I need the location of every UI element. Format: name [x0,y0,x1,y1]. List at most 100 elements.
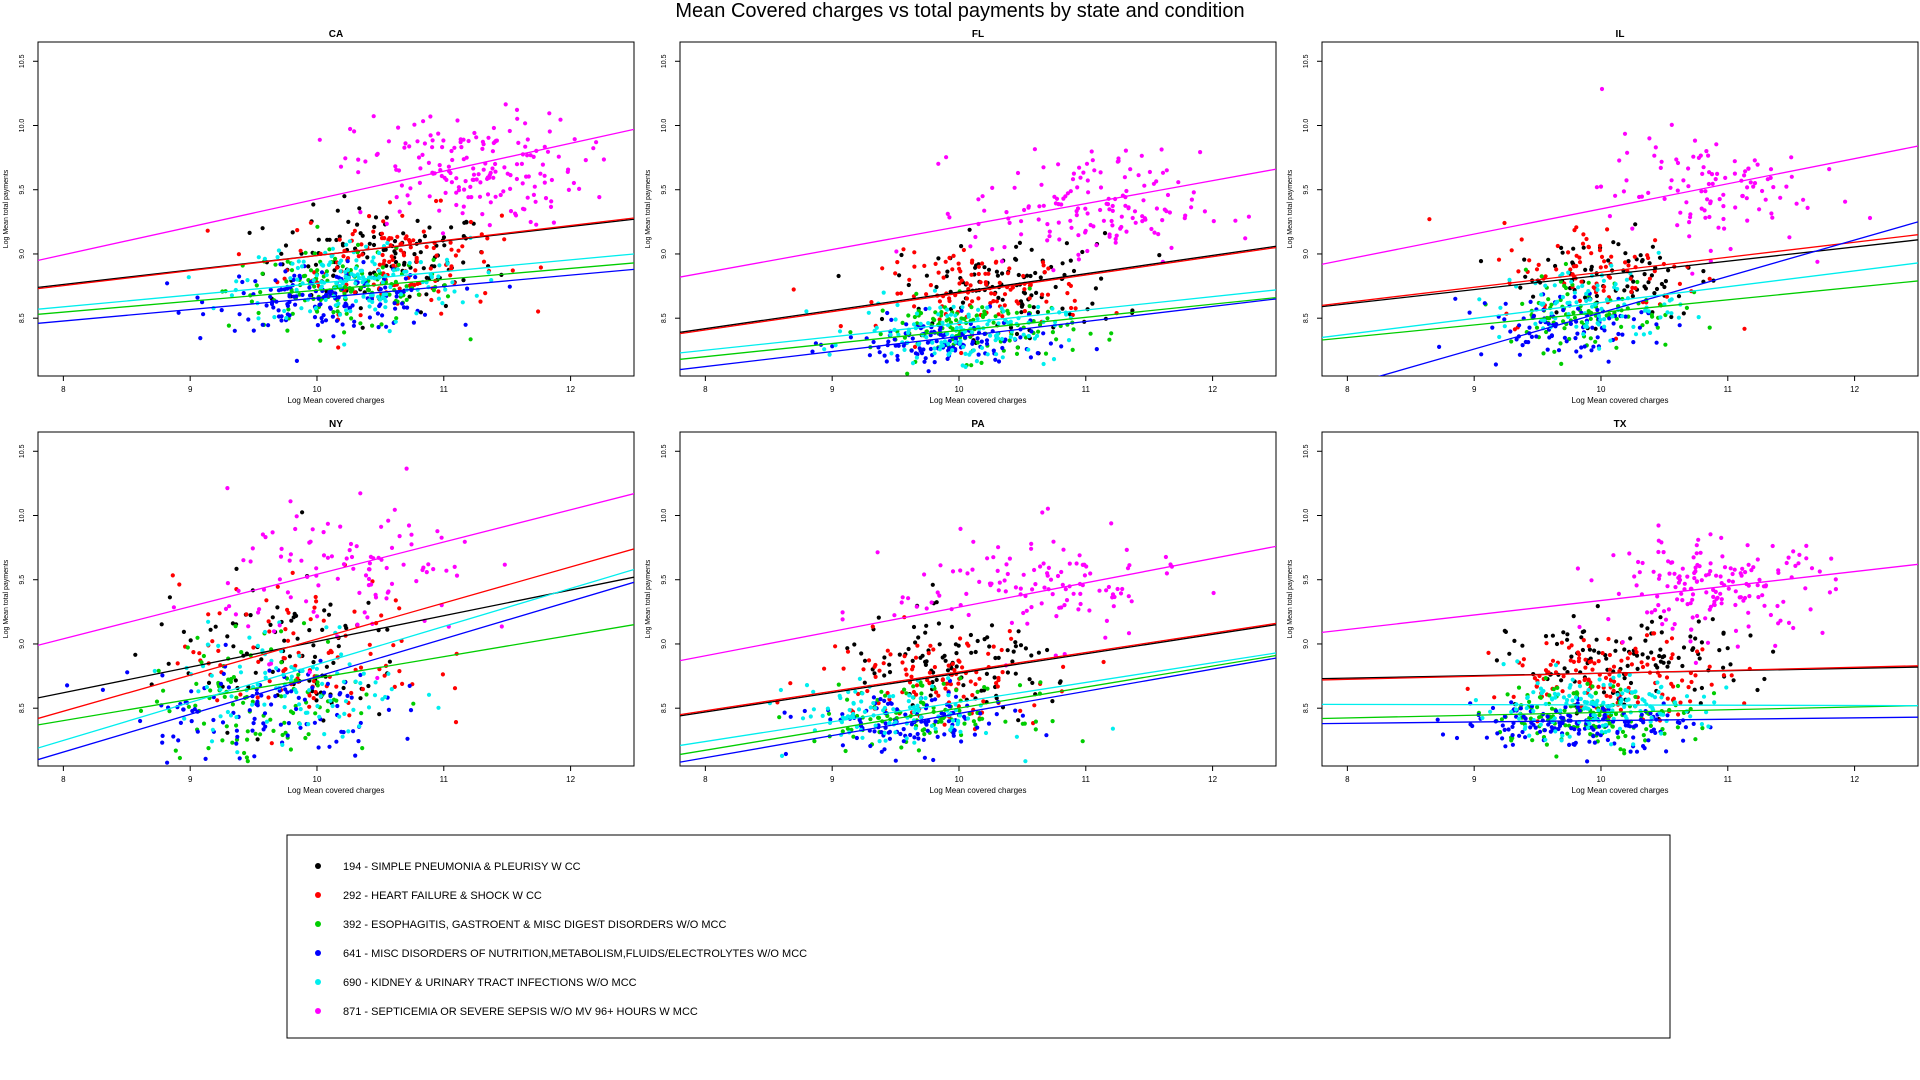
point-690 [951,304,956,309]
point-641 [904,322,909,327]
point-292 [994,681,999,686]
point-641 [848,335,854,340]
point-194 [1698,701,1703,706]
point-641 [300,292,305,297]
point-871 [1762,603,1767,608]
point-292 [1644,633,1650,638]
point-641 [951,733,956,738]
point-690 [913,726,918,731]
point-871 [990,185,995,190]
point-871 [415,139,420,144]
point-292 [414,259,419,264]
point-641 [1502,714,1507,719]
point-641 [1616,331,1621,337]
point-690 [1673,700,1678,705]
point-292 [1707,664,1712,669]
figure-title: Mean Covered charges vs total payments b… [675,0,1244,22]
point-871 [352,129,357,134]
point-292 [1651,631,1656,636]
plot-frame [679,431,1277,767]
point-641 [975,725,980,730]
point-292 [976,296,981,301]
y-tick-label: 10.5 [1303,444,1310,458]
point-871 [368,554,373,560]
point-194 [208,627,213,632]
point-292 [393,598,398,603]
point-871 [236,588,241,594]
point-690 [1584,298,1589,303]
point-871 [1577,624,1582,630]
point-690 [353,281,358,286]
point-641 [828,717,833,722]
point-690 [927,306,932,311]
point-292 [1044,299,1049,304]
point-292 [925,678,930,683]
point-871 [1114,233,1119,238]
point-194 [311,643,316,648]
point-292 [964,281,969,286]
point-690 [1566,270,1571,275]
point-690 [256,316,261,321]
point-292 [1709,682,1714,687]
point-871 [1085,211,1090,216]
point-194 [936,256,941,261]
point-871 [367,567,372,572]
point-871 [486,135,491,140]
point-871 [924,606,929,611]
point-392 [1527,699,1532,705]
point-871 [1693,569,1698,574]
point-871 [1183,213,1188,218]
point-690 [936,312,941,317]
point-690 [342,711,347,717]
x-tick-label: 8 [61,385,66,394]
point-690 [958,729,963,735]
point-690 [985,352,990,357]
point-641 [979,339,984,344]
point-194 [1657,255,1663,260]
point-641 [1595,731,1600,736]
point-641 [1520,729,1525,735]
point-871 [534,222,539,227]
point-641 [1591,734,1596,739]
point-194 [994,696,999,701]
point-690 [874,325,879,330]
point-292 [1069,305,1074,311]
point-641 [1029,329,1034,334]
point-292 [986,651,991,656]
point-690 [1538,686,1543,691]
point-641 [1000,345,1005,351]
point-690 [389,687,394,692]
point-641 [813,341,819,346]
point-871 [1676,575,1681,580]
x-tick-label: 12 [1208,775,1217,784]
y-tick-label: 9.0 [1303,639,1310,649]
point-690 [833,343,838,348]
point-871 [480,139,485,144]
point-392 [301,621,307,626]
point-292 [885,648,890,653]
point-690 [1509,709,1514,715]
point-641 [993,357,998,362]
point-641 [840,712,845,717]
point-871 [929,600,934,605]
point-194 [985,635,990,640]
point-292 [479,250,484,255]
point-690 [938,344,943,349]
point-194 [407,294,412,299]
point-194 [923,662,929,668]
point-871 [1124,188,1129,194]
point-194 [923,630,928,635]
point-194 [1688,634,1693,639]
x-axis-label: Log Mean covered charges [1572,396,1669,405]
point-194 [1000,271,1005,276]
point-392 [836,682,841,687]
point-292 [1618,707,1623,712]
point-871 [466,138,471,144]
point-641 [338,691,343,696]
point-194 [1623,251,1628,256]
point-871 [1130,215,1135,221]
point-194 [1662,654,1667,659]
point-871 [1768,167,1774,172]
point-871 [1688,601,1693,606]
